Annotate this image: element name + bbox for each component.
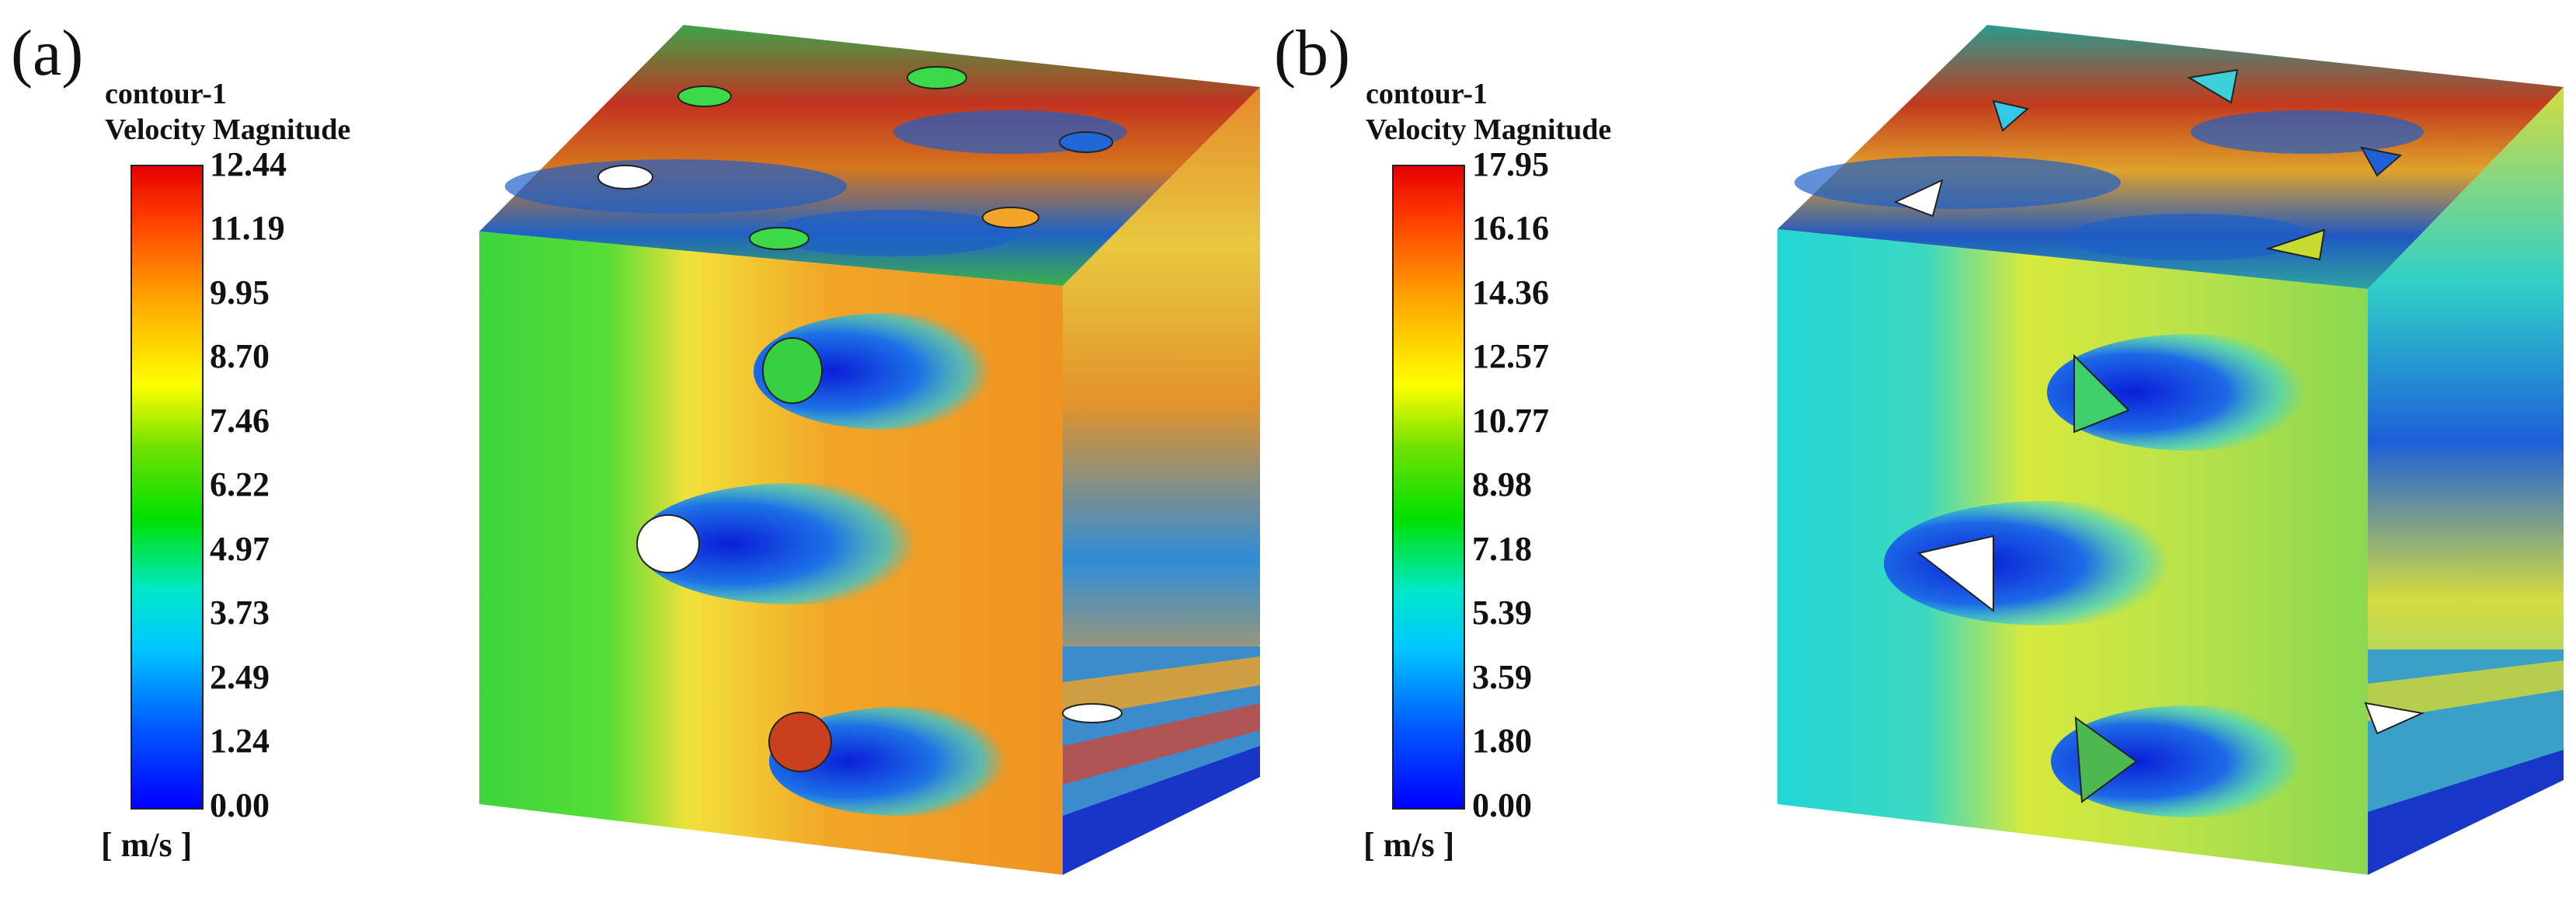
legend-title-line1: contour-1: [105, 78, 227, 110]
obstacle-triangle: [1893, 179, 1944, 218]
panel-label: (a): [11, 17, 84, 89]
front-wake: [2051, 705, 2331, 817]
colorbar-unit: [ m/s ]: [101, 826, 193, 864]
colorbar-tick: 7.18: [1472, 530, 1532, 568]
cutout-band: [2368, 660, 2564, 721]
obstacle-triangle: [1992, 99, 2030, 132]
colorbar-tick: 8.98: [1472, 465, 1532, 503]
cube-top-face: [1777, 25, 2564, 289]
legend-title-line2: Velocity Magnitude: [105, 113, 351, 146]
colorbar-tick: 9.95: [210, 273, 270, 312]
obstacle-circle: [1059, 131, 1113, 153]
colorbar-tick: 12.57: [1472, 337, 1549, 375]
cutout-band: [1063, 703, 1260, 785]
colorbar-tick: 0.00: [210, 786, 270, 824]
cutout-band: [2368, 750, 2564, 875]
front-wake: [754, 313, 1018, 430]
colorbar-tick: 7.46: [210, 402, 270, 440]
colorbar-tick: 1.80: [1472, 722, 1532, 760]
colorbar-tick: 12.44: [210, 145, 287, 183]
top-wake: [2191, 110, 2424, 154]
colorbar: [1392, 165, 1465, 810]
obstacle-circle: [597, 165, 653, 190]
obstacle-circle: [749, 227, 809, 250]
colorbar-tick: 11.19: [210, 209, 285, 247]
cutout-band: [1063, 746, 1260, 875]
obstacle-circle: [762, 337, 823, 404]
colorbar-tick: 4.97: [210, 530, 270, 568]
colorbar: [131, 165, 204, 810]
colorbar-tick: 3.59: [1472, 658, 1532, 696]
obstacle-circle: [982, 207, 1039, 228]
legend-title-line1: contour-1: [1366, 78, 1488, 110]
top-wake: [2066, 214, 2315, 260]
colorbar-tick: 2.49: [210, 658, 270, 696]
colorbar-tick: 5.39: [1472, 594, 1532, 632]
obstacle-triangle: [1916, 535, 1994, 613]
obstacle-triangle: [2187, 68, 2239, 104]
obstacle-circle: [677, 85, 732, 107]
obstacle-triangle: [2265, 228, 2326, 261]
obstacle-triangle: [2360, 146, 2403, 177]
colorbar-tick: 3.73: [210, 594, 270, 632]
panel-b: (b) contour-1 Velocity Magnitude 17.95 1…: [1274, 0, 2576, 909]
panel-a: (a) contour-1 Velocity Magnitude 12.44 1…: [0, 0, 1274, 909]
colorbar-tick: 6.22: [210, 465, 270, 503]
legend-title-line2: Velocity Magnitude: [1366, 113, 1612, 146]
panel-label: (b): [1274, 17, 1350, 89]
top-wake: [1794, 156, 2121, 209]
front-wake: [2047, 334, 2334, 451]
colorbar-tick: 14.36: [1472, 273, 1549, 312]
top-wake: [505, 159, 847, 214]
obstacle-triangle: [2074, 716, 2138, 803]
colorbar-tick: 17.95: [1472, 145, 1549, 183]
cube-top-face: [479, 25, 1260, 286]
colorbar-tick: 0.00: [1472, 786, 1532, 824]
colorbar-unit: [ m/s ]: [1363, 826, 1455, 864]
front-wake: [637, 483, 948, 604]
colorbar-tick: 16.16: [1472, 209, 1549, 247]
obstacle-circle: [768, 712, 832, 772]
velocity-contour-cube: [1777, 25, 2564, 875]
top-wake: [769, 210, 1018, 256]
front-wake: [1884, 501, 2202, 625]
velocity-contour-cube: [479, 25, 1260, 875]
obstacle-triangle: [2073, 354, 2130, 434]
colorbar-tick: 8.70: [210, 337, 270, 375]
colorbar-tick: 1.24: [210, 722, 270, 760]
legend-title: contour-1 Velocity Magnitude: [1366, 76, 1611, 148]
legend-title: contour-1 Velocity Magnitude: [105, 76, 350, 148]
obstacle-circle: [636, 514, 700, 573]
obstacle-triangle: [2364, 702, 2425, 735]
colorbar-tick: 10.77: [1472, 402, 1549, 440]
cutout-band: [1063, 656, 1260, 719]
obstacle-circle: [1062, 703, 1123, 723]
obstacle-circle: [907, 66, 967, 89]
front-wake: [769, 707, 1033, 816]
